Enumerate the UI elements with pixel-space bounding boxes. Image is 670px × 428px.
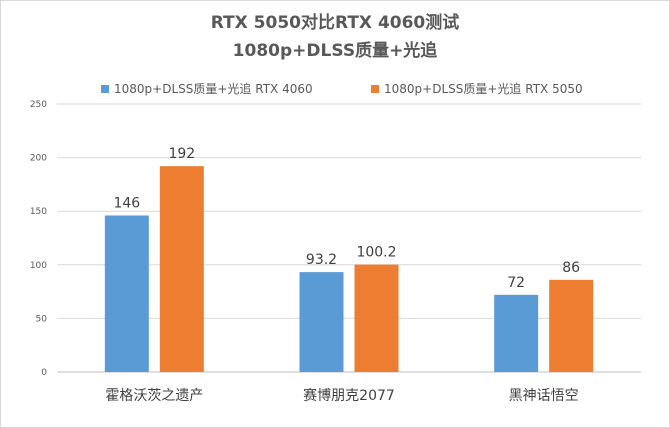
bar xyxy=(354,264,399,372)
legend-swatch xyxy=(371,85,379,93)
data-label: 93.2 xyxy=(306,252,337,268)
y-tick-label: 150 xyxy=(30,207,47,217)
legend-label: 1080p+DLSS质量+光追 RTX 5050 xyxy=(384,81,583,96)
y-tick-label: 200 xyxy=(30,154,47,164)
legend-swatch xyxy=(101,85,109,93)
x-tick-label: 霍格沃茨之遗产 xyxy=(105,388,203,404)
x-tick-label: 赛博朋克2077 xyxy=(303,387,395,404)
chart-title: RTX 5050对比RTX 4060测试 xyxy=(211,12,460,33)
bar xyxy=(104,215,149,372)
y-axis: 0 50 100 150 200 250 xyxy=(30,100,47,378)
bar xyxy=(159,166,204,372)
legend: 1080p+DLSS质量+光追 RTX 4060 1080p+DLSS质量+光追 … xyxy=(101,81,583,96)
x-tick-label: 黑神话悟空 xyxy=(509,388,579,404)
bar xyxy=(494,294,539,372)
y-tick-label: 250 xyxy=(30,100,47,110)
bar xyxy=(549,279,594,372)
legend-label: 1080p+DLSS质量+光追 RTX 4060 xyxy=(114,81,313,96)
y-tick-label: 0 xyxy=(41,368,47,378)
x-axis: 霍格沃茨之遗产 赛博朋克2077 黑神话悟空 xyxy=(105,387,578,404)
bar xyxy=(299,272,344,372)
bars xyxy=(104,166,594,372)
value-labels: 146 192 93.2 100.2 72 86 xyxy=(113,146,580,291)
chart-subtitle: 1080p+DLSS质量+光追 xyxy=(233,40,439,61)
data-label: 146 xyxy=(113,195,140,211)
data-label: 72 xyxy=(507,275,525,291)
gridlines xyxy=(57,103,641,373)
y-tick-label: 100 xyxy=(30,261,47,271)
data-label: 192 xyxy=(168,146,195,162)
y-tick-label: 50 xyxy=(36,314,48,324)
data-label: 86 xyxy=(562,260,580,276)
data-label: 100.2 xyxy=(356,245,396,261)
